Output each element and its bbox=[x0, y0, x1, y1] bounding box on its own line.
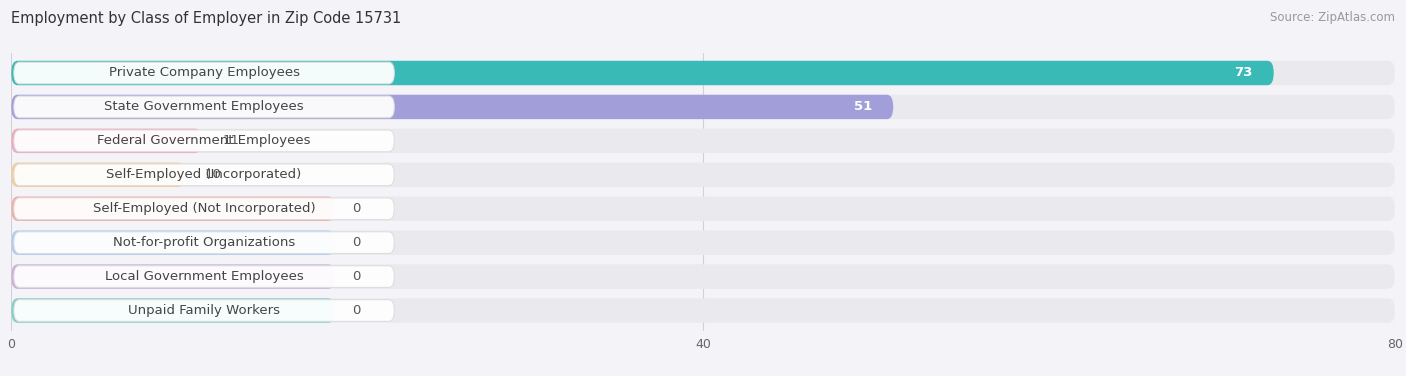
Text: 10: 10 bbox=[205, 168, 222, 181]
FancyBboxPatch shape bbox=[11, 230, 335, 255]
FancyBboxPatch shape bbox=[11, 162, 1395, 187]
Text: Self-Employed (Incorporated): Self-Employed (Incorporated) bbox=[107, 168, 302, 181]
FancyBboxPatch shape bbox=[14, 62, 394, 84]
FancyBboxPatch shape bbox=[11, 298, 1395, 323]
Text: Not-for-profit Organizations: Not-for-profit Organizations bbox=[112, 236, 295, 249]
FancyBboxPatch shape bbox=[11, 298, 335, 323]
FancyBboxPatch shape bbox=[11, 264, 335, 289]
Text: Source: ZipAtlas.com: Source: ZipAtlas.com bbox=[1270, 11, 1395, 24]
FancyBboxPatch shape bbox=[14, 96, 394, 118]
Text: 11: 11 bbox=[222, 134, 239, 147]
Text: 0: 0 bbox=[352, 270, 360, 283]
FancyBboxPatch shape bbox=[14, 300, 394, 321]
FancyBboxPatch shape bbox=[14, 266, 394, 287]
FancyBboxPatch shape bbox=[11, 95, 893, 119]
FancyBboxPatch shape bbox=[11, 264, 1395, 289]
FancyBboxPatch shape bbox=[14, 130, 394, 152]
FancyBboxPatch shape bbox=[14, 232, 394, 253]
Text: State Government Employees: State Government Employees bbox=[104, 100, 304, 114]
Text: 0: 0 bbox=[352, 236, 360, 249]
FancyBboxPatch shape bbox=[11, 129, 1395, 153]
Text: Federal Government Employees: Federal Government Employees bbox=[97, 134, 311, 147]
FancyBboxPatch shape bbox=[11, 129, 201, 153]
FancyBboxPatch shape bbox=[11, 230, 1395, 255]
FancyBboxPatch shape bbox=[11, 197, 1395, 221]
Text: 73: 73 bbox=[1234, 67, 1253, 79]
Text: Unpaid Family Workers: Unpaid Family Workers bbox=[128, 304, 280, 317]
FancyBboxPatch shape bbox=[11, 162, 184, 187]
FancyBboxPatch shape bbox=[11, 197, 335, 221]
FancyBboxPatch shape bbox=[11, 95, 1395, 119]
Text: Local Government Employees: Local Government Employees bbox=[104, 270, 304, 283]
Text: 0: 0 bbox=[352, 304, 360, 317]
Text: Self-Employed (Not Incorporated): Self-Employed (Not Incorporated) bbox=[93, 202, 315, 215]
FancyBboxPatch shape bbox=[14, 198, 394, 220]
Text: Private Company Employees: Private Company Employees bbox=[108, 67, 299, 79]
FancyBboxPatch shape bbox=[11, 61, 1274, 85]
Text: Employment by Class of Employer in Zip Code 15731: Employment by Class of Employer in Zip C… bbox=[11, 11, 402, 26]
FancyBboxPatch shape bbox=[11, 61, 1395, 85]
Text: 0: 0 bbox=[352, 202, 360, 215]
Text: 51: 51 bbox=[855, 100, 873, 114]
FancyBboxPatch shape bbox=[14, 164, 394, 186]
